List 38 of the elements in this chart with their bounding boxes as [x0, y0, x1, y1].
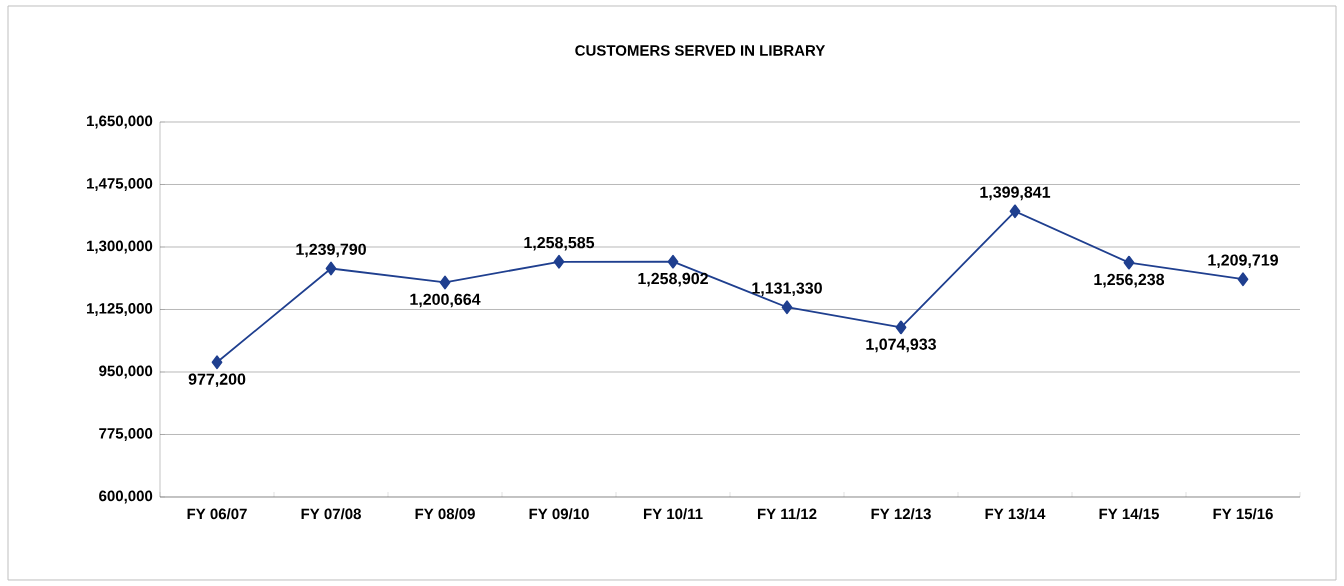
point — [325, 261, 337, 276]
point — [1009, 204, 1021, 219]
x-tick-label: FY 09/10 — [529, 508, 589, 520]
point — [211, 355, 223, 370]
y-tick-label: 775,000 — [99, 428, 153, 441]
x-tick-label: FY 11/12 — [757, 508, 817, 520]
y-tick-label: 1,125,000 — [87, 303, 153, 316]
y-tick-label: 1,475,000 — [87, 178, 153, 191]
point — [553, 254, 565, 269]
point — [439, 275, 451, 290]
chart-title: CUSTOMERS SERVED IN LIBRARY — [575, 45, 826, 56]
data-label: 1,209,719 — [1208, 254, 1278, 269]
point — [667, 254, 679, 269]
x-tick-label: FY 14/15 — [1099, 508, 1159, 520]
x-tick-label: FY 07/08 — [301, 508, 361, 520]
data-label: 1,256,238 — [1094, 273, 1165, 288]
x-tick-label: FY 15/16 — [1213, 508, 1273, 520]
x-tick-label: FY 12/13 — [871, 508, 931, 520]
x-tick-label: FY 08/09 — [415, 508, 475, 520]
data-label: 1,131,330 — [752, 282, 822, 297]
y-tick-label: 1,650,000 — [87, 115, 153, 129]
point — [781, 300, 793, 315]
data-label: 1,200,664 — [410, 293, 481, 308]
x-tick-label: FY 06/07 — [187, 508, 247, 520]
x-tick-label: FY 10/11 — [643, 508, 703, 520]
y-tick-label: 950,000 — [99, 365, 153, 379]
point — [895, 320, 907, 335]
y-tick-label: 1,300,000 — [87, 240, 153, 254]
data-label: 1,258,585 — [524, 236, 595, 251]
y-tick-label: 600,000 — [99, 490, 153, 504]
point — [1123, 255, 1135, 270]
data-label: 1,258,902 — [638, 272, 708, 287]
point — [1237, 272, 1249, 287]
data-label: 977,200 — [188, 373, 246, 388]
x-tick-label: FY 13/14 — [985, 508, 1046, 520]
data-label: 1,074,933 — [866, 338, 936, 353]
data-label: 1,399,841 — [980, 186, 1051, 201]
data-label: 1,239,790 — [296, 243, 366, 258]
